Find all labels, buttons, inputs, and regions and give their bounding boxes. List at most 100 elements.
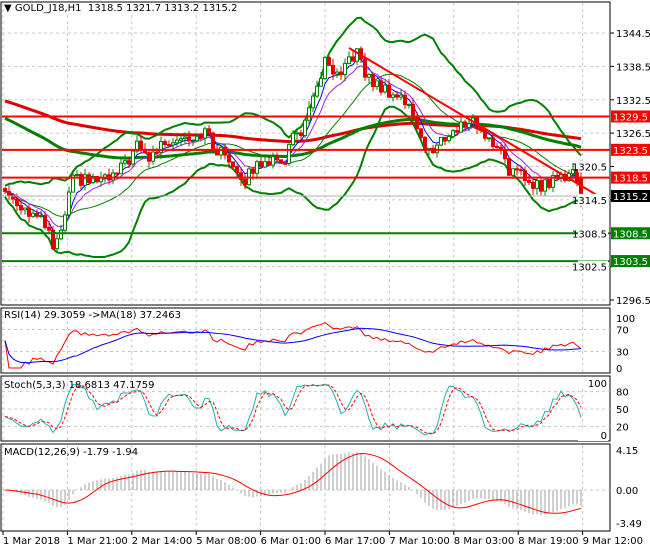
candle-body (187, 136, 191, 142)
level-badge-label: 1318.5 (613, 174, 648, 185)
price-tick-label: 1326.5 (616, 129, 650, 140)
candle-body (375, 80, 379, 87)
price-tick-label: 1314.5 (572, 196, 607, 207)
candle-body (527, 179, 531, 183)
candle-body (519, 169, 523, 172)
candle-body (547, 179, 551, 188)
candle-body (15, 198, 19, 207)
candle-body (243, 178, 247, 186)
candle-body (203, 128, 207, 139)
candle-body (351, 56, 355, 62)
candle-body (467, 123, 471, 128)
macd-axis-label: -3.49 (616, 519, 642, 530)
time-tick-label: 6 Mar 17:00 (325, 536, 385, 547)
stoch-axis-label: 50 (616, 405, 629, 416)
candle-body (59, 229, 63, 240)
candle-body (279, 159, 283, 164)
level-badge (611, 255, 650, 268)
time-tick-label: 6 Mar 01:00 (261, 536, 321, 547)
candle-body (315, 85, 319, 97)
candle-body (67, 191, 71, 216)
candle-body (175, 139, 179, 144)
candle-body (491, 137, 495, 147)
time-tick-label: 9 Mar 12:00 (583, 536, 643, 547)
candle-body (131, 150, 135, 165)
candle-body (419, 128, 423, 138)
time-tick-label: 7 Mar 10:00 (389, 536, 449, 547)
level-badge-label: 1303.5 (613, 257, 648, 268)
candle-body (447, 136, 451, 142)
candle-body (119, 162, 123, 175)
candle-body (379, 80, 383, 93)
rsi-label: RSI(14) 29.3059 ->MA(18) 37.2463 (4, 310, 181, 321)
price-tick-label: 1320.5 (572, 163, 607, 174)
dropdown-triangle-icon[interactable]: ▼ (4, 3, 12, 14)
candle-body (23, 207, 27, 211)
price-tick-label-bg (578, 260, 608, 273)
bollinger-lower (4, 105, 582, 259)
symbol-header: ▼ GOLD_J18,H1 1318.5 1321.7 1313.2 1315.… (4, 3, 238, 14)
candle-body (483, 130, 487, 139)
candle-body (219, 146, 223, 156)
level-badge (611, 143, 650, 156)
candle-body (523, 170, 527, 181)
candle-body (115, 172, 119, 175)
candle-body (211, 132, 215, 150)
candle-body (395, 94, 399, 98)
candle-body (31, 212, 35, 217)
rsi-axis-label: 30 (616, 348, 629, 359)
candle-body (251, 168, 255, 174)
stoch-axis-label-bg (578, 429, 608, 441)
candle-body (343, 62, 347, 76)
candle-body (487, 137, 491, 140)
price-tick-label: 1338.5 (616, 62, 650, 73)
candle-body (335, 71, 339, 75)
candle-body (459, 121, 463, 133)
candle-body (407, 103, 411, 106)
stoch-axis-label: 20 (616, 422, 629, 433)
ma-long-green (4, 116, 582, 160)
candle-body (83, 174, 87, 186)
candle-body (311, 95, 315, 109)
candle-body (239, 172, 243, 180)
candle-body (51, 229, 55, 250)
level-badge-label: 1323.5 (613, 146, 648, 157)
price-tick-label: 1332.5 (616, 96, 650, 107)
candle-body (183, 136, 187, 140)
candle-body (259, 161, 263, 168)
candle-body (75, 174, 79, 177)
candle-body (127, 160, 131, 165)
candle-body (399, 94, 403, 98)
candle-body (363, 58, 367, 78)
time-tick-label: 1 Mar 2018 (3, 536, 60, 547)
candle-body (291, 132, 295, 146)
current-price-label: 1315.2 (613, 192, 648, 203)
candle-body (331, 64, 335, 75)
stoch-axis-label-bg (578, 377, 608, 389)
candle-body (3, 188, 7, 192)
candle-body (47, 226, 51, 231)
candle-body (355, 48, 359, 62)
price-tick-label: 1296.5 (616, 296, 650, 307)
symbol-label: GOLD_J18,H1 (14, 3, 82, 14)
candle-body (531, 181, 535, 189)
candle-body (159, 141, 163, 153)
candle-body (275, 156, 279, 161)
time-tick-label: 1 Mar 21:00 (67, 536, 127, 547)
candle-body (319, 78, 323, 87)
candle-body (339, 71, 343, 76)
candle-body (495, 145, 499, 148)
price-tick-label-bg (578, 193, 608, 206)
candle-body (71, 174, 75, 193)
candle-body (7, 190, 11, 197)
candle-body (295, 132, 299, 135)
candle-body (515, 168, 519, 171)
macd-axis-label: 4.15 (616, 446, 638, 457)
candle-body (535, 180, 539, 189)
candle-body (503, 149, 507, 160)
candle-body (79, 174, 83, 186)
candle-body (307, 107, 311, 121)
candle-body (463, 121, 467, 128)
candle-body (479, 128, 483, 132)
